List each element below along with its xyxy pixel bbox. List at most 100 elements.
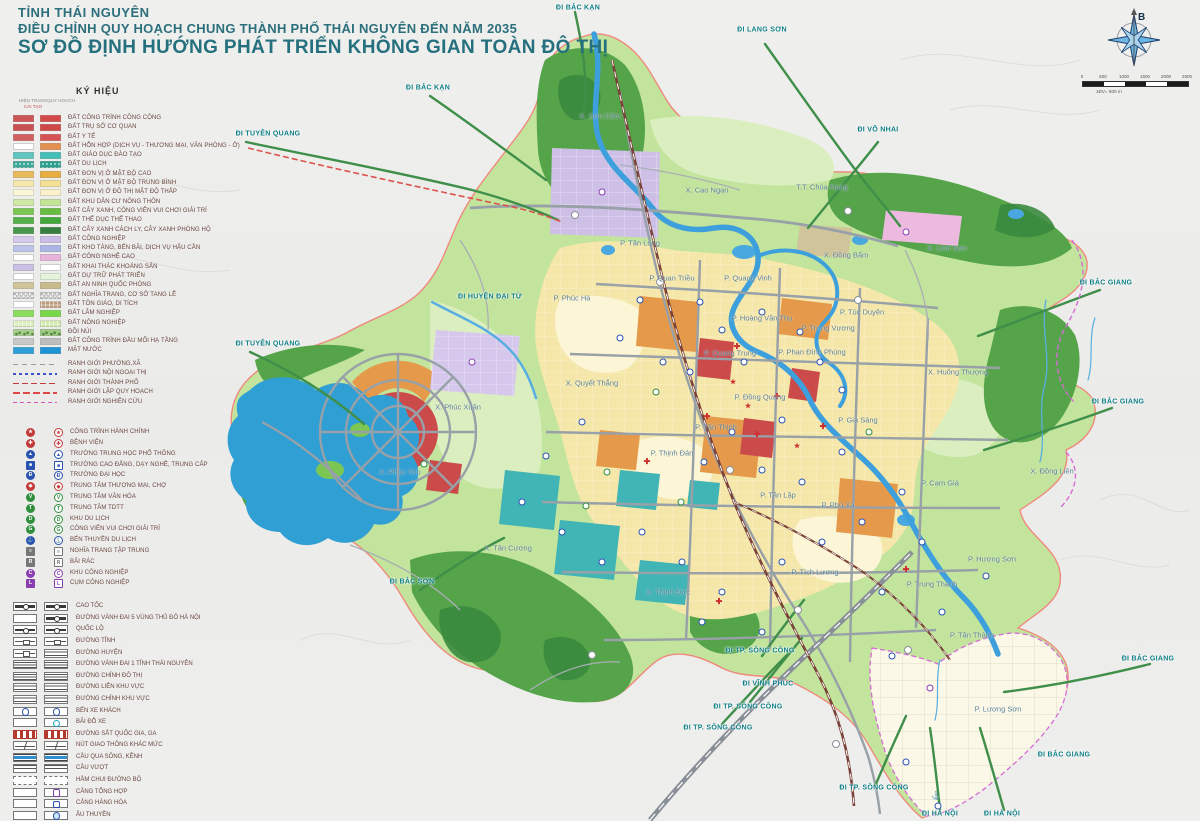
plan-title: ĐIỀU CHỈNH QUY HOẠCH CHUNG THÀNH PHỐ THÁ… xyxy=(18,21,518,36)
landuse-swatch-existing xyxy=(13,282,34,290)
legend-item-label: ĐỒI NÚI xyxy=(68,328,92,335)
legend-facility-row: V V TRUNG TÂM VĂN HÓA xyxy=(8,493,233,504)
col-existing-label: HIỆN TRẠNG xyxy=(18,98,48,103)
facility-icon-existing: ⚓ xyxy=(26,536,35,546)
legend-item-label: TRUNG TÂM VĂN HÓA xyxy=(70,494,136,500)
legend-item-label: ĐẤT DU LỊCH xyxy=(68,161,107,168)
facility-icon-existing: ✚ xyxy=(26,439,35,449)
regional-highways xyxy=(244,10,1152,812)
boundary-line-swatch xyxy=(13,363,57,366)
legend-landuse-row: ĐẤT ĐƠN VỊ Ở MẬT ĐỘ CAO xyxy=(8,170,233,179)
legend-facility-row: ✚ ✚ BỆNH VIỆN xyxy=(8,439,233,450)
boundary-line-swatch xyxy=(13,382,57,385)
transport-symbol-existing xyxy=(13,729,37,739)
legend-landuse-row: ĐẤT CÂY XANH, CÔNG VIÊN VUI CHƠI GIẢI TR… xyxy=(8,207,233,216)
legend-item-label: RANH GIỚI PHƯỜNG,XÃ xyxy=(68,360,141,367)
transport-symbol-planned xyxy=(44,764,68,774)
landuse-swatch-planned xyxy=(40,300,61,308)
facility-icon-planned: L xyxy=(54,579,63,589)
facility-icon-existing: L xyxy=(26,579,35,589)
legend-landuse-row: ĐẤT CÔNG NGHIỆP xyxy=(8,235,233,244)
facility-icon-planned: G xyxy=(54,525,63,535)
legend-transport-row: BẾN XE KHÁCH xyxy=(8,706,233,718)
landuse-swatch-planned xyxy=(40,254,61,262)
legend-item-label: CAO TỐC xyxy=(76,603,104,610)
scale-bar: 0 500 1000 1500 2000 2500 1ĐV= 500 m xyxy=(1080,74,1192,94)
legend-landuse-row: ĐẤT NGHĨA TRANG, CƠ SỞ TANG LỄ xyxy=(8,291,233,300)
landuse-swatch-planned xyxy=(40,310,61,318)
transport-symbol-planned xyxy=(44,625,68,635)
road-network xyxy=(261,91,1009,815)
legend-item-label: CỤM CÔNG NGHIỆP xyxy=(70,580,130,587)
study-boundary xyxy=(1056,239,1084,509)
legend-facility-row: ≡ ≡ NGHĨA TRANG TẬP TRUNG xyxy=(8,546,233,558)
transport-symbol-planned xyxy=(44,810,68,820)
transport-symbol-existing xyxy=(13,694,37,704)
legend-item-label: ĐẤT TRỤ SỞ CƠ QUAN xyxy=(68,124,137,131)
lake-nui-coc xyxy=(227,377,420,546)
legend-item-label: TRƯỜNG ĐẠI HỌC xyxy=(70,472,126,479)
legend-landuse-row: ĐẤT DỰ TRỮ PHÁT TRIỂN xyxy=(8,272,233,281)
transport-symbol-existing xyxy=(13,799,37,809)
transport-symbol-existing xyxy=(13,776,37,786)
legend-transport-row: ĐƯỜNG HUYỆN xyxy=(8,648,233,660)
transport-symbol-existing xyxy=(13,602,37,612)
scale-tick: 0 xyxy=(1080,74,1084,79)
province-title: TỈNH THÁI NGUYÊN xyxy=(18,5,150,20)
legend-item-label: ĐẤT KHO TÀNG, BẾN BÃI, DỊCH VỤ HẬU CẦN xyxy=(68,245,201,252)
title-block: TỈNH THÁI NGUYÊN ĐIỀU CHỈNH QUY HOẠCH CH… xyxy=(18,5,608,59)
compass-rose: B xyxy=(1102,6,1166,70)
legend-column-headers: HIỆN TRẠNG CẢI TẠO QUY HOẠCH xyxy=(8,98,233,114)
legend-transport-row: CẦU VƯỢT xyxy=(8,763,233,775)
legend-facility-row: R R BÃI RÁC xyxy=(8,557,233,569)
facility-icon-existing: T xyxy=(26,503,35,513)
map-title: SƠ ĐỒ ĐỊNH HƯỚNG PHÁT TRIỂN KHÔNG GIAN T… xyxy=(18,37,609,58)
landuse-swatch-existing xyxy=(13,328,34,336)
landuse-swatch-planned xyxy=(40,328,61,336)
transport-symbol-existing xyxy=(13,706,37,716)
legend-boundary-list: RANH GIỚI PHƯỜNG,XÃ RANH GIỚI NỘI NGOẠI T… xyxy=(8,360,233,408)
legend-item-label: BẾN XE KHÁCH xyxy=(76,707,121,714)
legend-item-label: BẾN THUYỀN DU LỊCH xyxy=(70,537,137,544)
landuse-swatch-planned xyxy=(40,347,61,355)
legend-landuse-row: ĐẤT TRỤ SỞ CƠ QUAN xyxy=(8,123,233,132)
legend-facility-list: ★ ★ CÔNG TRÌNH HÀNH CHÍNH ✚ ✚ BỆNH VIỆN ▲ ▲ TRƯỜ… xyxy=(8,428,233,590)
facility-icon-existing: ◆ xyxy=(26,482,35,492)
legend-facility-row: L L CỤM CÔNG NGHIỆP xyxy=(8,579,233,590)
facility-icon-planned: D xyxy=(54,514,63,524)
legend-item-label: TRƯỜNG CAO ĐẲNG, DẠY NGHỀ, TRUNG CẤP xyxy=(70,461,208,468)
legend-item-label: ĐẤT THỂ DỤC THỂ THAO xyxy=(68,217,142,224)
facility-icon-planned: ★ xyxy=(54,428,63,438)
legend-transport-row: BÃI ĐỖ XE xyxy=(8,717,233,729)
high-density-patches xyxy=(352,296,898,538)
landuse-swatch-planned xyxy=(40,319,61,327)
facility-icon-existing: ■ xyxy=(26,460,35,470)
facility-icon-existing: C xyxy=(26,568,35,578)
landuse-swatch-existing xyxy=(13,310,34,318)
legend-item-label: NGHĨA TRANG TẬP TRUNG xyxy=(70,547,150,554)
boundary-line-swatch xyxy=(13,373,57,375)
legend-header: KÝ HIỆU xyxy=(76,86,120,96)
scale-tick-labels: 0 500 1000 1500 2000 2500 xyxy=(1080,74,1192,81)
legend-item-label: CẢNG HÀNG HÓA xyxy=(76,800,128,807)
legend-item-label: ĐẤT DỰ TRỮ PHÁT TRIỂN xyxy=(68,273,145,280)
legend-item-label: ÂU THUYỀN xyxy=(76,811,111,818)
north-label: B xyxy=(1138,12,1146,23)
legend-item-label: RANH GIỚI THÀNH PHỐ xyxy=(68,379,139,386)
contour-lines xyxy=(59,53,1191,645)
legend-item-label: ĐƯỜNG VÀNH ĐAI 5 VÙNG THỦ ĐÔ HÀ NỘI xyxy=(76,614,201,621)
legend-item-label: CẦU QUA SÔNG, KÊNH xyxy=(76,753,143,760)
facility-icon-planned: V xyxy=(54,493,63,502)
legend-facility-row: ▲ ▲ TRƯỜNG TRUNG HỌC PHỔ THÔNG xyxy=(8,449,233,461)
landuse-swatch-existing xyxy=(13,124,34,132)
facility-icon-existing: R xyxy=(26,557,35,567)
legend-landuse-row: ĐẤT Y TẾ xyxy=(8,133,233,142)
legend-transport-row: ĐƯỜNG CHÍNH ĐÔ THỊ xyxy=(8,671,233,683)
legend-item-label: MẶT NƯỚC xyxy=(68,347,102,354)
transport-symbol-existing xyxy=(13,683,37,693)
legend-boundary-row: RANH GIỚI PHƯỜNG,XÃ xyxy=(8,360,233,370)
landuse-swatch-planned xyxy=(40,115,61,122)
landuse-swatch-planned xyxy=(40,133,61,141)
facility-icon-planned: T xyxy=(54,503,63,513)
legend-transport-row: CẢNG HÀNG HÓA xyxy=(8,798,233,810)
